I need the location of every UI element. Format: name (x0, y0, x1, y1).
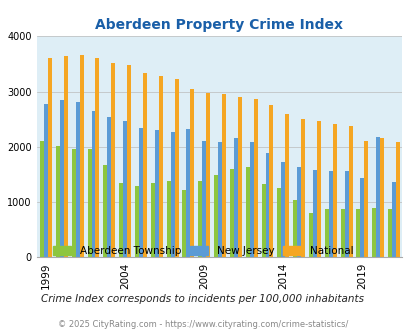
Bar (340, 209, 344, 257)
Bar (174, 80, 178, 257)
Bar (107, 117, 111, 257)
Bar (190, 89, 194, 257)
Bar (123, 121, 127, 257)
Bar (87, 149, 91, 257)
Bar (95, 58, 99, 257)
Bar (249, 142, 253, 257)
Bar (119, 183, 123, 257)
Bar (328, 171, 332, 257)
Bar (48, 58, 52, 257)
Bar (375, 138, 379, 257)
Bar (213, 175, 217, 257)
Bar (324, 209, 328, 257)
Bar (91, 112, 95, 257)
Bar (395, 142, 399, 257)
Bar (371, 208, 375, 257)
Bar (265, 153, 269, 257)
Bar (139, 127, 143, 257)
Bar (316, 121, 320, 257)
Bar (229, 169, 233, 257)
Bar (356, 209, 360, 257)
Bar (182, 190, 186, 257)
Bar (281, 162, 285, 257)
Bar (285, 114, 288, 257)
Bar (245, 167, 249, 257)
Bar (277, 188, 281, 257)
Bar (79, 55, 83, 257)
Bar (56, 146, 60, 257)
Bar (379, 138, 383, 257)
Bar (222, 94, 226, 257)
Text: © 2025 CityRating.com - https://www.cityrating.com/crime-statistics/: © 2025 CityRating.com - https://www.city… (58, 320, 347, 329)
Bar (360, 178, 363, 257)
Bar (198, 181, 202, 257)
Bar (150, 183, 154, 257)
Bar (202, 141, 206, 257)
Bar (387, 209, 391, 257)
Bar (261, 184, 265, 257)
Bar (332, 124, 336, 257)
Bar (348, 126, 352, 257)
Bar (237, 97, 241, 257)
Bar (391, 182, 395, 257)
Bar (344, 171, 348, 257)
Bar (292, 200, 296, 257)
Text: Crime Index corresponds to incidents per 100,000 inhabitants: Crime Index corresponds to incidents per… (41, 294, 364, 304)
Legend: Aberdeen Township, New Jersey, National: Aberdeen Township, New Jersey, National (49, 242, 356, 260)
Bar (308, 213, 312, 257)
Bar (166, 181, 170, 257)
Bar (296, 167, 301, 257)
Bar (233, 138, 237, 257)
Bar (217, 142, 222, 257)
Bar (158, 76, 162, 257)
Bar (103, 165, 107, 257)
Title: Aberdeen Property Crime Index: Aberdeen Property Crime Index (95, 18, 342, 32)
Bar (143, 73, 147, 257)
Bar (44, 104, 48, 257)
Bar (60, 100, 64, 257)
Bar (127, 65, 131, 257)
Bar (206, 93, 210, 257)
Bar (363, 141, 367, 257)
Bar (170, 132, 174, 257)
Bar (111, 63, 115, 257)
Bar (312, 170, 316, 257)
Bar (64, 56, 68, 257)
Bar (75, 102, 79, 257)
Bar (154, 130, 158, 257)
Bar (253, 99, 257, 257)
Bar (186, 129, 190, 257)
Bar (40, 141, 44, 257)
Bar (72, 148, 75, 257)
Bar (135, 185, 139, 257)
Bar (301, 119, 304, 257)
Bar (269, 105, 273, 257)
